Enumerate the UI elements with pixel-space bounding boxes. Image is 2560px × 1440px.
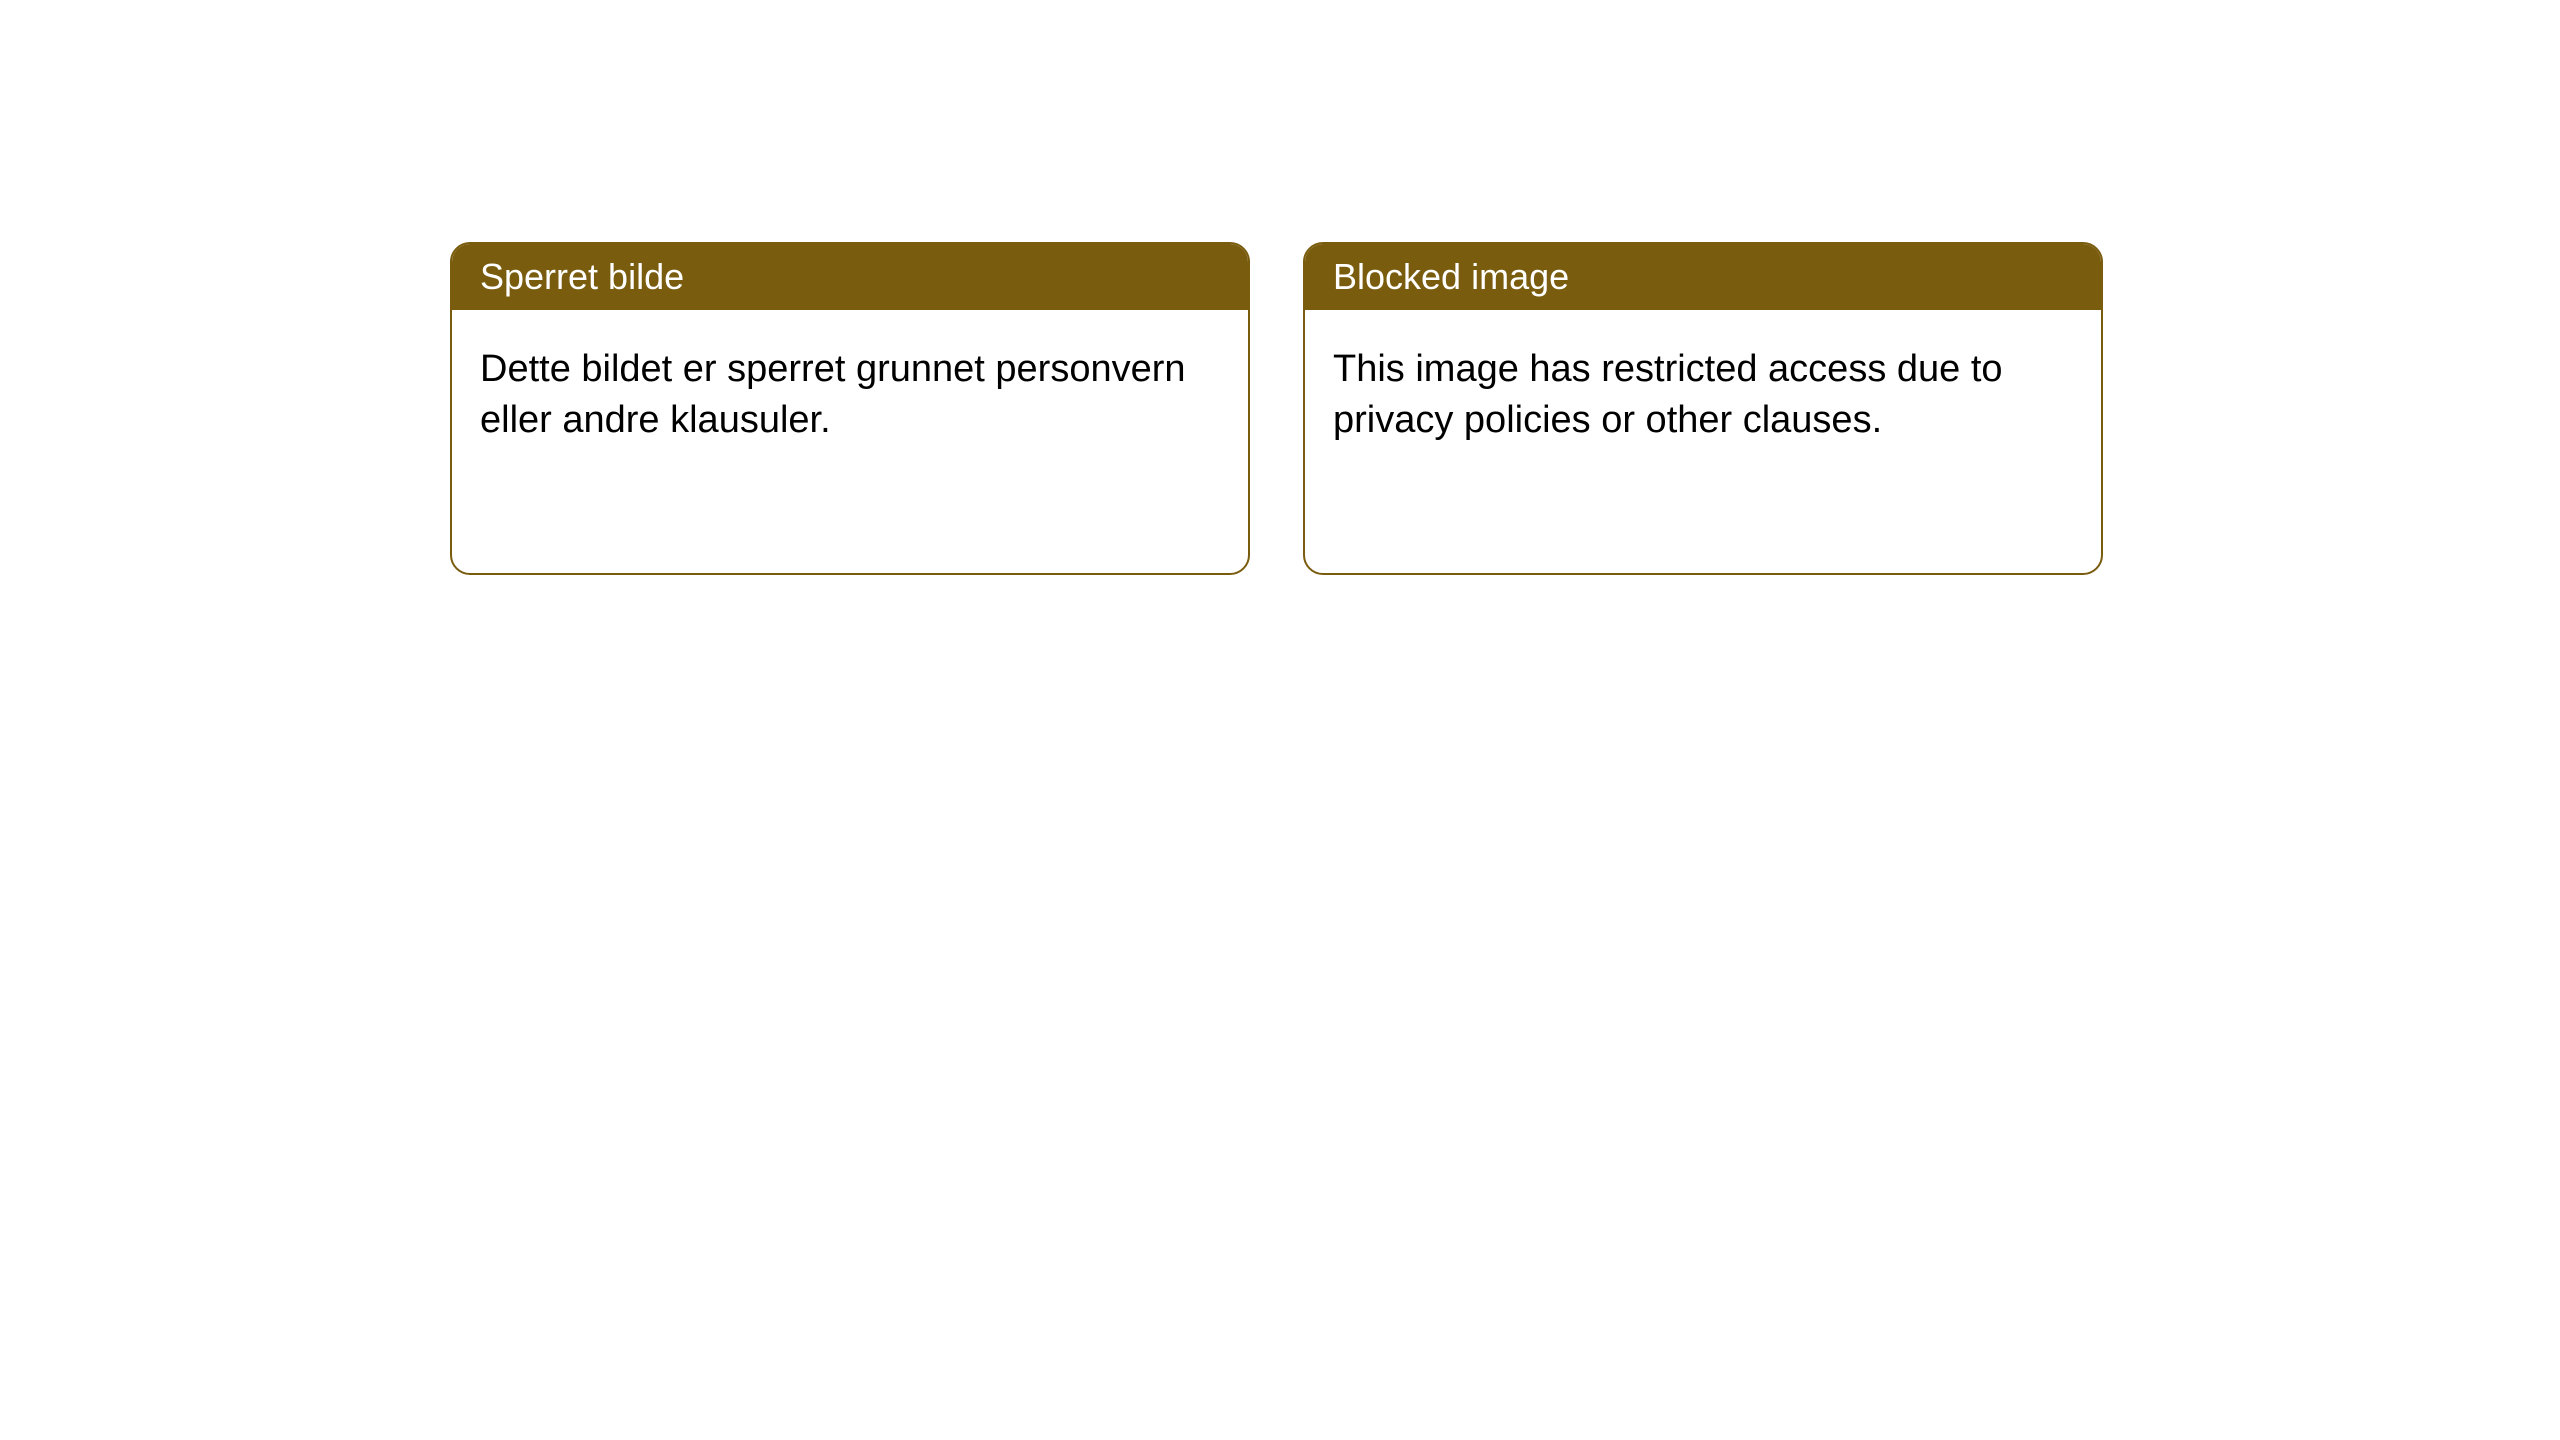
notice-cards-container: Sperret bilde Dette bildet er sperret gr… <box>450 242 2103 575</box>
card-header: Sperret bilde <box>452 244 1248 310</box>
card-body: Dette bildet er sperret grunnet personve… <box>452 310 1248 481</box>
card-title: Sperret bilde <box>480 256 684 297</box>
card-title: Blocked image <box>1333 256 1569 297</box>
card-body: This image has restricted access due to … <box>1305 310 2101 481</box>
notice-card-norwegian: Sperret bilde Dette bildet er sperret gr… <box>450 242 1250 575</box>
card-message: This image has restricted access due to … <box>1333 348 2003 441</box>
notice-card-english: Blocked image This image has restricted … <box>1303 242 2103 575</box>
card-header: Blocked image <box>1305 244 2101 310</box>
card-message: Dette bildet er sperret grunnet personve… <box>480 348 1186 441</box>
